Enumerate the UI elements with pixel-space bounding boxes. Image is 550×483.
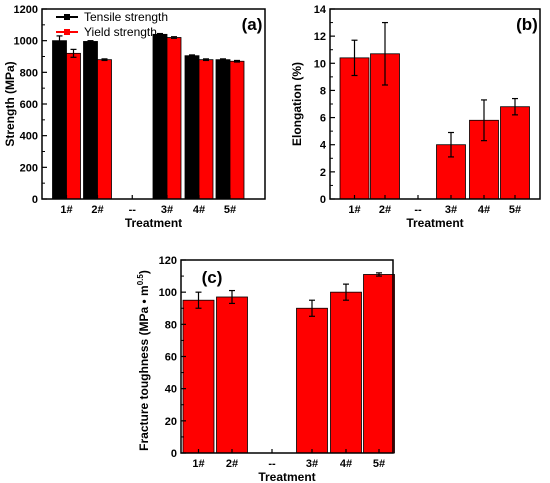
x-tick-label: 1# xyxy=(192,458,204,470)
x-tick-label: 1# xyxy=(348,204,360,216)
y-tick-label: 1000 xyxy=(14,36,38,48)
panel-label: (b) xyxy=(516,15,538,34)
bar xyxy=(229,60,245,200)
y-tick-label: 20 xyxy=(165,416,177,428)
x-tick-label: 5# xyxy=(509,204,521,216)
y-axis-title: Elongation (%) xyxy=(290,62,304,146)
bar xyxy=(198,59,214,200)
y-tick-label: 800 xyxy=(20,67,38,79)
x-tick-label: -- xyxy=(268,458,276,470)
bar xyxy=(296,307,328,454)
x-tick-label: 2# xyxy=(91,204,103,216)
x-tick-label: 3# xyxy=(306,458,318,470)
y-tick-label: 60 xyxy=(165,352,177,364)
bar xyxy=(363,274,395,454)
y-tick-label: 0 xyxy=(171,448,177,460)
y-tick-label: 400 xyxy=(20,131,38,143)
panel-c-fracture-toughness-chart: 0 20 40 60 80 100 120 1# 2# -- 3# 4# 5# Treatment Frac… xyxy=(136,255,395,483)
panel-b-elongation-chart: 0 2 4 6 8 10 12 14 1# 2# -- 3# 4# 5# Treatment Elongati… xyxy=(290,4,541,230)
x-tick-label: 4# xyxy=(193,204,205,216)
bar xyxy=(500,106,530,200)
legend-label: Tensile strength xyxy=(84,10,168,24)
y-tick-label: 600 xyxy=(20,99,38,111)
bar xyxy=(216,296,248,454)
x-axis-title: Treatment xyxy=(258,470,315,483)
bar xyxy=(215,59,231,200)
x-tick-label: 3# xyxy=(161,204,173,216)
y-axis-title: Strength (MPa) xyxy=(3,61,17,146)
y-axis-title-superscript: 0.5 xyxy=(136,274,145,286)
y-tick-label: 0 xyxy=(32,194,38,206)
legend-swatch-marker xyxy=(64,29,70,35)
bar xyxy=(184,55,200,200)
y-tick-label: 1200 xyxy=(14,4,38,16)
bar xyxy=(152,33,168,200)
y-tick-label: 6 xyxy=(320,113,326,125)
y-axis-title-close: ) xyxy=(137,270,151,274)
y-tick-label: 200 xyxy=(20,162,38,174)
y-tick-label: 10 xyxy=(314,58,326,70)
y-tick-label: 4 xyxy=(320,140,327,152)
y-tick-label: 80 xyxy=(165,319,177,331)
bar xyxy=(52,40,67,200)
panel-a-strength-chart: 0 200 400 600 800 1000 1200 1# 2# -- 3# 4# 5# Treatme… xyxy=(3,4,266,230)
x-tick-label: 1# xyxy=(60,204,72,216)
bar xyxy=(83,41,98,200)
x-tick-label: -- xyxy=(129,204,137,216)
x-axis-title: Treatment xyxy=(125,216,182,230)
x-tick-label: 5# xyxy=(224,204,236,216)
x-tick-label: 4# xyxy=(340,458,352,470)
panel-label: (a) xyxy=(242,15,263,34)
bar xyxy=(97,59,112,200)
legend-swatch-marker xyxy=(64,14,70,20)
y-tick-label: 0 xyxy=(320,194,326,206)
x-tick-label: 3# xyxy=(445,204,457,216)
x-tick-label: 2# xyxy=(379,204,391,216)
x-axis-title: Treatment xyxy=(406,216,463,230)
x-tick-label: 2# xyxy=(226,458,238,470)
y-tick-label: 12 xyxy=(314,31,326,43)
panel-label: (c) xyxy=(202,268,223,287)
bar xyxy=(166,37,182,200)
x-tick-label: 4# xyxy=(478,204,490,216)
y-tick-label: 40 xyxy=(165,384,177,396)
bar xyxy=(182,299,215,454)
y-axis-title: Fracture toughness (MPa • m0.5) xyxy=(136,270,151,451)
x-tick-label: 5# xyxy=(373,458,385,470)
x-tick-label: -- xyxy=(414,204,422,216)
legend-label: Yield strength xyxy=(84,25,157,39)
y-tick-label: 100 xyxy=(159,287,177,299)
bar xyxy=(330,291,362,454)
bar xyxy=(339,57,370,200)
y-tick-label: 14 xyxy=(314,4,327,16)
y-tick-label: 8 xyxy=(320,85,326,97)
y-tick-label: 120 xyxy=(159,255,177,267)
y-tick-label: 2 xyxy=(320,167,326,179)
bar xyxy=(66,52,81,200)
